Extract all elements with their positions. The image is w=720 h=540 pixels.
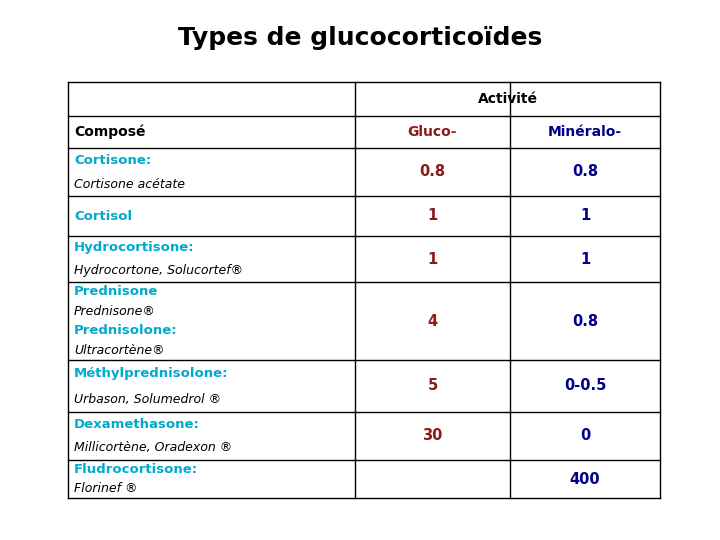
Text: 400: 400 <box>570 471 600 487</box>
Text: 0.8: 0.8 <box>420 165 446 179</box>
Text: Florinef ®: Florinef ® <box>74 482 138 495</box>
Text: Urbason, Solumedrol ®: Urbason, Solumedrol ® <box>74 393 221 406</box>
Text: 5: 5 <box>428 379 438 394</box>
Text: 1: 1 <box>580 252 590 267</box>
Text: Millicortène, Oradexon ®: Millicortène, Oradexon ® <box>74 442 233 455</box>
Text: 0.8: 0.8 <box>572 314 598 328</box>
Text: Types de glucocorticoïdes: Types de glucocorticoïdes <box>178 26 542 50</box>
Text: 30: 30 <box>423 429 443 443</box>
Text: Minéralo-: Minéralo- <box>548 125 622 139</box>
Text: 0: 0 <box>580 429 590 443</box>
Text: Activité: Activité <box>477 92 538 106</box>
Text: 1: 1 <box>580 208 590 224</box>
Text: Hydrocortone, Solucortef®: Hydrocortone, Solucortef® <box>74 264 243 277</box>
Text: Dexamethasone:: Dexamethasone: <box>74 417 200 430</box>
Text: Cortisone acétate: Cortisone acétate <box>74 178 185 191</box>
Text: Prednisone®: Prednisone® <box>74 305 156 318</box>
Text: 0.8: 0.8 <box>572 165 598 179</box>
Text: Fludrocortisone:: Fludrocortisone: <box>74 463 198 476</box>
Text: Méthylprednisolone:: Méthylprednisolone: <box>74 367 228 380</box>
Text: 4: 4 <box>428 314 438 328</box>
Text: 0-0.5: 0-0.5 <box>564 379 606 394</box>
Text: Cortisone:: Cortisone: <box>74 153 151 166</box>
Text: Composé: Composé <box>74 125 145 139</box>
Text: Prednisolone:: Prednisolone: <box>74 324 178 338</box>
Text: Hydrocortisone:: Hydrocortisone: <box>74 241 194 254</box>
Text: 1: 1 <box>428 252 438 267</box>
Text: Ultracortène®: Ultracortène® <box>74 344 165 357</box>
Text: Gluco-: Gluco- <box>408 125 457 139</box>
Text: Prednisone: Prednisone <box>74 285 158 298</box>
Text: Cortisol: Cortisol <box>74 210 132 222</box>
Text: 1: 1 <box>428 208 438 224</box>
